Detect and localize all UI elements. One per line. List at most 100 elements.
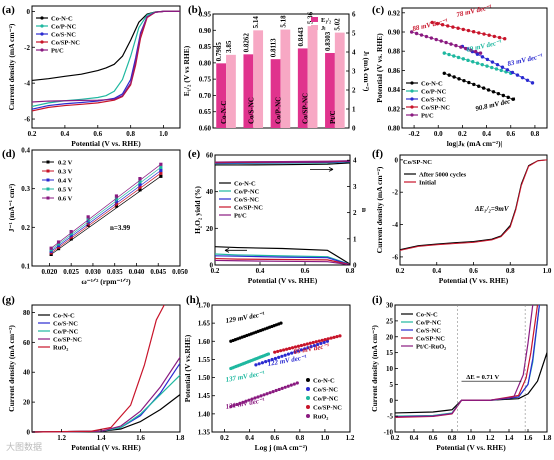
x-tick-label: 0.8 [448,434,457,442]
panel-title: Co/SP-NC [403,159,432,166]
kl-point [86,223,90,227]
kl-point [159,162,163,166]
y-tick-label: 0.4 [21,147,30,155]
tafel-point [286,352,291,356]
kl-point [159,168,163,173]
x-axis-label: log|Jₖ (mA cm⁻²)| [447,139,503,148]
x-tick-label: 0.025 [63,268,79,276]
kl-point [86,215,90,219]
x-tick-label: 0.2 [396,267,405,275]
tafel-point [276,349,280,354]
kl-fit [50,172,162,254]
arrow-right-icon [310,167,334,172]
x-axis-label: Log j (mA cm⁻²) [255,443,308,452]
legend-marker [306,387,310,391]
tafel-point [270,357,274,362]
tafel-point [312,343,317,348]
tafel-point [338,334,342,338]
kl-point [56,240,61,244]
x-axis-label: Potential (V vs. RHE) [436,443,506,452]
y-tick-label: 20 [206,225,214,233]
bar-e12 [243,54,254,129]
legend-label: E₁/₂ [321,17,331,24]
legend-label: After 5000 cycles [419,171,467,178]
y-tick-label: 0 [395,156,399,164]
bar-e12 [297,48,308,128]
slope-annotation: 90.8 mV dec⁻¹ [475,96,517,113]
y-tick-label: 0.80 [388,125,401,133]
legend-marker [306,414,310,418]
y-tick-label: 0.1 [21,263,30,271]
tafel-point [279,349,283,353]
tafel-point [287,346,292,351]
kl-point [138,188,142,192]
x-tick-label: 1.8 [176,434,185,442]
y-tick-label: 40 [23,369,31,377]
y-tick-label: 0.88 [388,48,401,56]
panel-label: (e) [188,148,201,160]
legend-label: Co/S-NC [53,320,78,327]
tafel-point [308,341,312,345]
legend-label: Jₗ [321,25,325,32]
legend-swatch [311,25,318,30]
y-tick-label: 1 [353,235,357,243]
kl-point [69,235,73,239]
y-tick-label: 80 [23,309,31,317]
tafel-point [317,339,321,343]
tafel-point [235,402,239,407]
x-tick-label: 0.4 [410,434,419,442]
tafel-point [309,345,313,349]
legend-label: Co/S-NC [313,386,338,393]
slope-annotation: 88 mV dec⁻¹ [412,17,449,33]
y-tick-label: 3 [353,183,357,191]
tafel-point [409,30,414,34]
legend-label: 0.2 V [58,159,73,166]
kl-point [69,229,73,234]
tafel-point [254,363,258,367]
y-tick-label: 0.60 [199,125,212,133]
tafel-point [332,335,336,339]
x-tick-label: 1.4 [97,434,106,442]
tafel-point [296,344,301,348]
series-line [394,304,534,418]
panel-c-frame [401,7,548,129]
y-tick-label: 1.70 [198,302,211,310]
y-tick-label: 3 [352,68,356,76]
x-tick-label: 1.6 [524,434,533,442]
kl-point [69,231,73,236]
panel-label: (b) [188,4,202,16]
y-tick-label: 4 [352,49,356,57]
bar-e12 [270,59,281,128]
tafel-point [323,337,327,342]
y-tick-label: 60 [206,152,214,160]
category-label: Co-N-C [220,101,228,124]
bar-value-label: 5.02 [334,18,342,31]
x-axis-label: Potential (V vs. RHE) [248,276,318,285]
y-tick-label: 5 [390,381,394,389]
legend-label: Co/S-NC [416,327,441,334]
series-line [31,394,181,433]
x-tick-label: -0.2 [409,130,421,138]
category-label: Co/P-NC [274,97,282,124]
x-tick-label: 0.050 [172,268,188,276]
series-line [31,356,181,433]
y-axis-label: E₁/₂ (V vs RHE) [182,45,191,96]
y-tick-label: 30 [386,302,394,310]
panel-label: (i) [372,294,383,306]
tafel-point [442,71,446,75]
tafel-point [247,398,251,402]
tafel-point [277,355,281,359]
y-tick-label: -6 [392,253,398,261]
y-axis-label: H₂O₂ yield (%) [193,186,202,234]
bar-jl [280,29,291,128]
legend-label: 0.3 V [58,168,73,175]
legend-label: Pt/C [234,212,247,219]
x-tick-label: 0.6 [429,434,438,442]
tafel-point [232,403,236,408]
tafel-point [250,397,254,401]
legend-marker [410,81,414,85]
legend-label: Co/S-NC [421,96,446,103]
